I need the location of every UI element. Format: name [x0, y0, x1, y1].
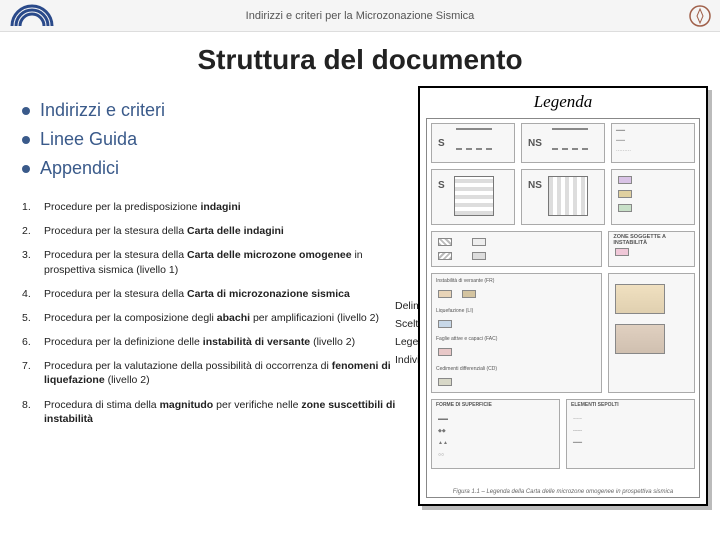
legend-cell [611, 169, 695, 225]
legend-cell: ━━━ ┅┅┅ ⋯⋯⋯ [611, 123, 695, 163]
section-label: Faglie attive e capaci (FAC) [436, 336, 497, 342]
procedure-number: 2. [18, 219, 40, 243]
bullet-item: Indirizzi e criteri [22, 96, 408, 125]
procedure-number: 6. [18, 330, 40, 354]
procedure-number: 3. [18, 243, 40, 281]
procedures-table: 1.Procedure per la predisposizione indag… [18, 195, 408, 431]
zone-letter: NS [528, 180, 542, 191]
section-label: ZONE SOGGETTE A INSTABILITÀ [613, 234, 694, 246]
bullet-label: Linee Guida [40, 129, 137, 149]
section-label: Liquefazione (LI) [436, 308, 473, 314]
legend-body: S NS ━━━ ┅┅┅ ⋯⋯⋯ S [426, 118, 700, 498]
procedure-text: Procedura per la stesura della Carta del… [40, 219, 408, 243]
procedure-text: Procedura per la definizione delle insta… [40, 330, 408, 354]
page-title: Struttura del documento [0, 32, 720, 84]
legend-row: S NS [431, 169, 695, 225]
procedure-row: 2.Procedura per la stesura della Carta d… [18, 219, 408, 243]
procedure-row: 8.Procedura di stima della magnitudo per… [18, 393, 408, 431]
legend-cell: ELEMENTI SEPOLTI ┈┈┈ ╌╌╌ ━━━ [566, 399, 695, 469]
legend-row: ZONE SOGGETTE A INSTABILITÀ [431, 231, 695, 267]
section-label: FORME DI SUPERFICIE [436, 402, 492, 408]
zone-letter: NS [528, 138, 542, 149]
procedure-number: 4. [18, 282, 40, 306]
legend-cell: S [431, 123, 515, 163]
procedure-number: 8. [18, 393, 40, 431]
procedure-text: Procedura per la stesura della Carta di … [40, 282, 408, 306]
zone-letter: S [438, 138, 445, 149]
procedure-row: 3.Procedura per la stesura della Carta d… [18, 243, 408, 281]
procedure-row: 7.Procedura per la valutazione della pos… [18, 354, 408, 392]
section-label: Instabilità di versante (FR) [436, 278, 494, 284]
procedure-text: Procedura per la valutazione della possi… [40, 354, 408, 392]
header-subtitle: Indirizzi e criteri per la Microzonazion… [246, 10, 475, 22]
legend-row: FORME DI SUPERFICIE ▬▬ ◆◆ ▲▲ ○○ ELEMENTI… [431, 399, 695, 469]
legend-cell [431, 231, 602, 267]
logo-right-icon [688, 4, 712, 31]
bullet-item: Linee Guida [22, 125, 408, 154]
procedure-number: 5. [18, 306, 40, 330]
procedure-row: 6.Procedura per la definizione delle ins… [18, 330, 408, 354]
legend-row: Instabilità di versante (FR) Liquefazion… [431, 273, 695, 393]
bullet-dot-icon [22, 107, 30, 115]
legend-row: S NS ━━━ ┅┅┅ ⋯⋯⋯ [431, 123, 695, 163]
legend-cell: FORME DI SUPERFICIE ▬▬ ◆◆ ▲▲ ○○ [431, 399, 560, 469]
procedure-text: Procedure per la predisposizione indagin… [40, 195, 408, 219]
legend-cell: Instabilità di versante (FR) Liquefazion… [431, 273, 602, 393]
procedure-row: 1.Procedure per la predisposizione indag… [18, 195, 408, 219]
left-column: Indirizzi e criteri Linee Guida Appendic… [18, 84, 408, 431]
procedure-text: Procedura per la stesura della Carta del… [40, 243, 408, 281]
procedure-number: 1. [18, 195, 40, 219]
zone-letter: S [438, 180, 445, 191]
legend-title: Legenda [420, 88, 706, 114]
section-label: ELEMENTI SEPOLTI [571, 402, 619, 408]
legend-cell [608, 273, 695, 393]
section-label: Cedimenti differenziali (CD) [436, 366, 497, 372]
procedure-row: 4.Procedura per la stesura della Carta d… [18, 282, 408, 306]
legend-panel: Legenda S NS ━━━ ┅┅┅ ⋯⋯⋯ [418, 86, 708, 506]
page-header: Indirizzi e criteri per la Microzonazion… [0, 0, 720, 32]
bullet-dot-icon [22, 165, 30, 173]
procedure-text: Procedura di stima della magnitudo per v… [40, 393, 408, 431]
procedure-row: 5.Procedura per la composizione degli ab… [18, 306, 408, 330]
bullet-list: Indirizzi e criteri Linee Guida Appendic… [18, 84, 408, 187]
bullet-dot-icon [22, 136, 30, 144]
logo-left-icon [8, 2, 56, 31]
legend-cell: ZONE SOGGETTE A INSTABILITÀ [608, 231, 695, 267]
procedure-number: 7. [18, 354, 40, 392]
bullet-label: Indirizzi e criteri [40, 100, 165, 120]
legend-caption: Figura 1.1 – Legenda della Carta delle m… [433, 489, 693, 495]
legend-cell: S [431, 169, 515, 225]
legend-cell: NS [521, 123, 605, 163]
procedure-text: Procedura per la composizione degli abac… [40, 306, 408, 330]
bullet-item: Appendici [22, 154, 408, 183]
content-area: Indirizzi e criteri Linee Guida Appendic… [0, 84, 720, 540]
legend-cell: NS [521, 169, 605, 225]
bullet-label: Appendici [40, 158, 119, 178]
